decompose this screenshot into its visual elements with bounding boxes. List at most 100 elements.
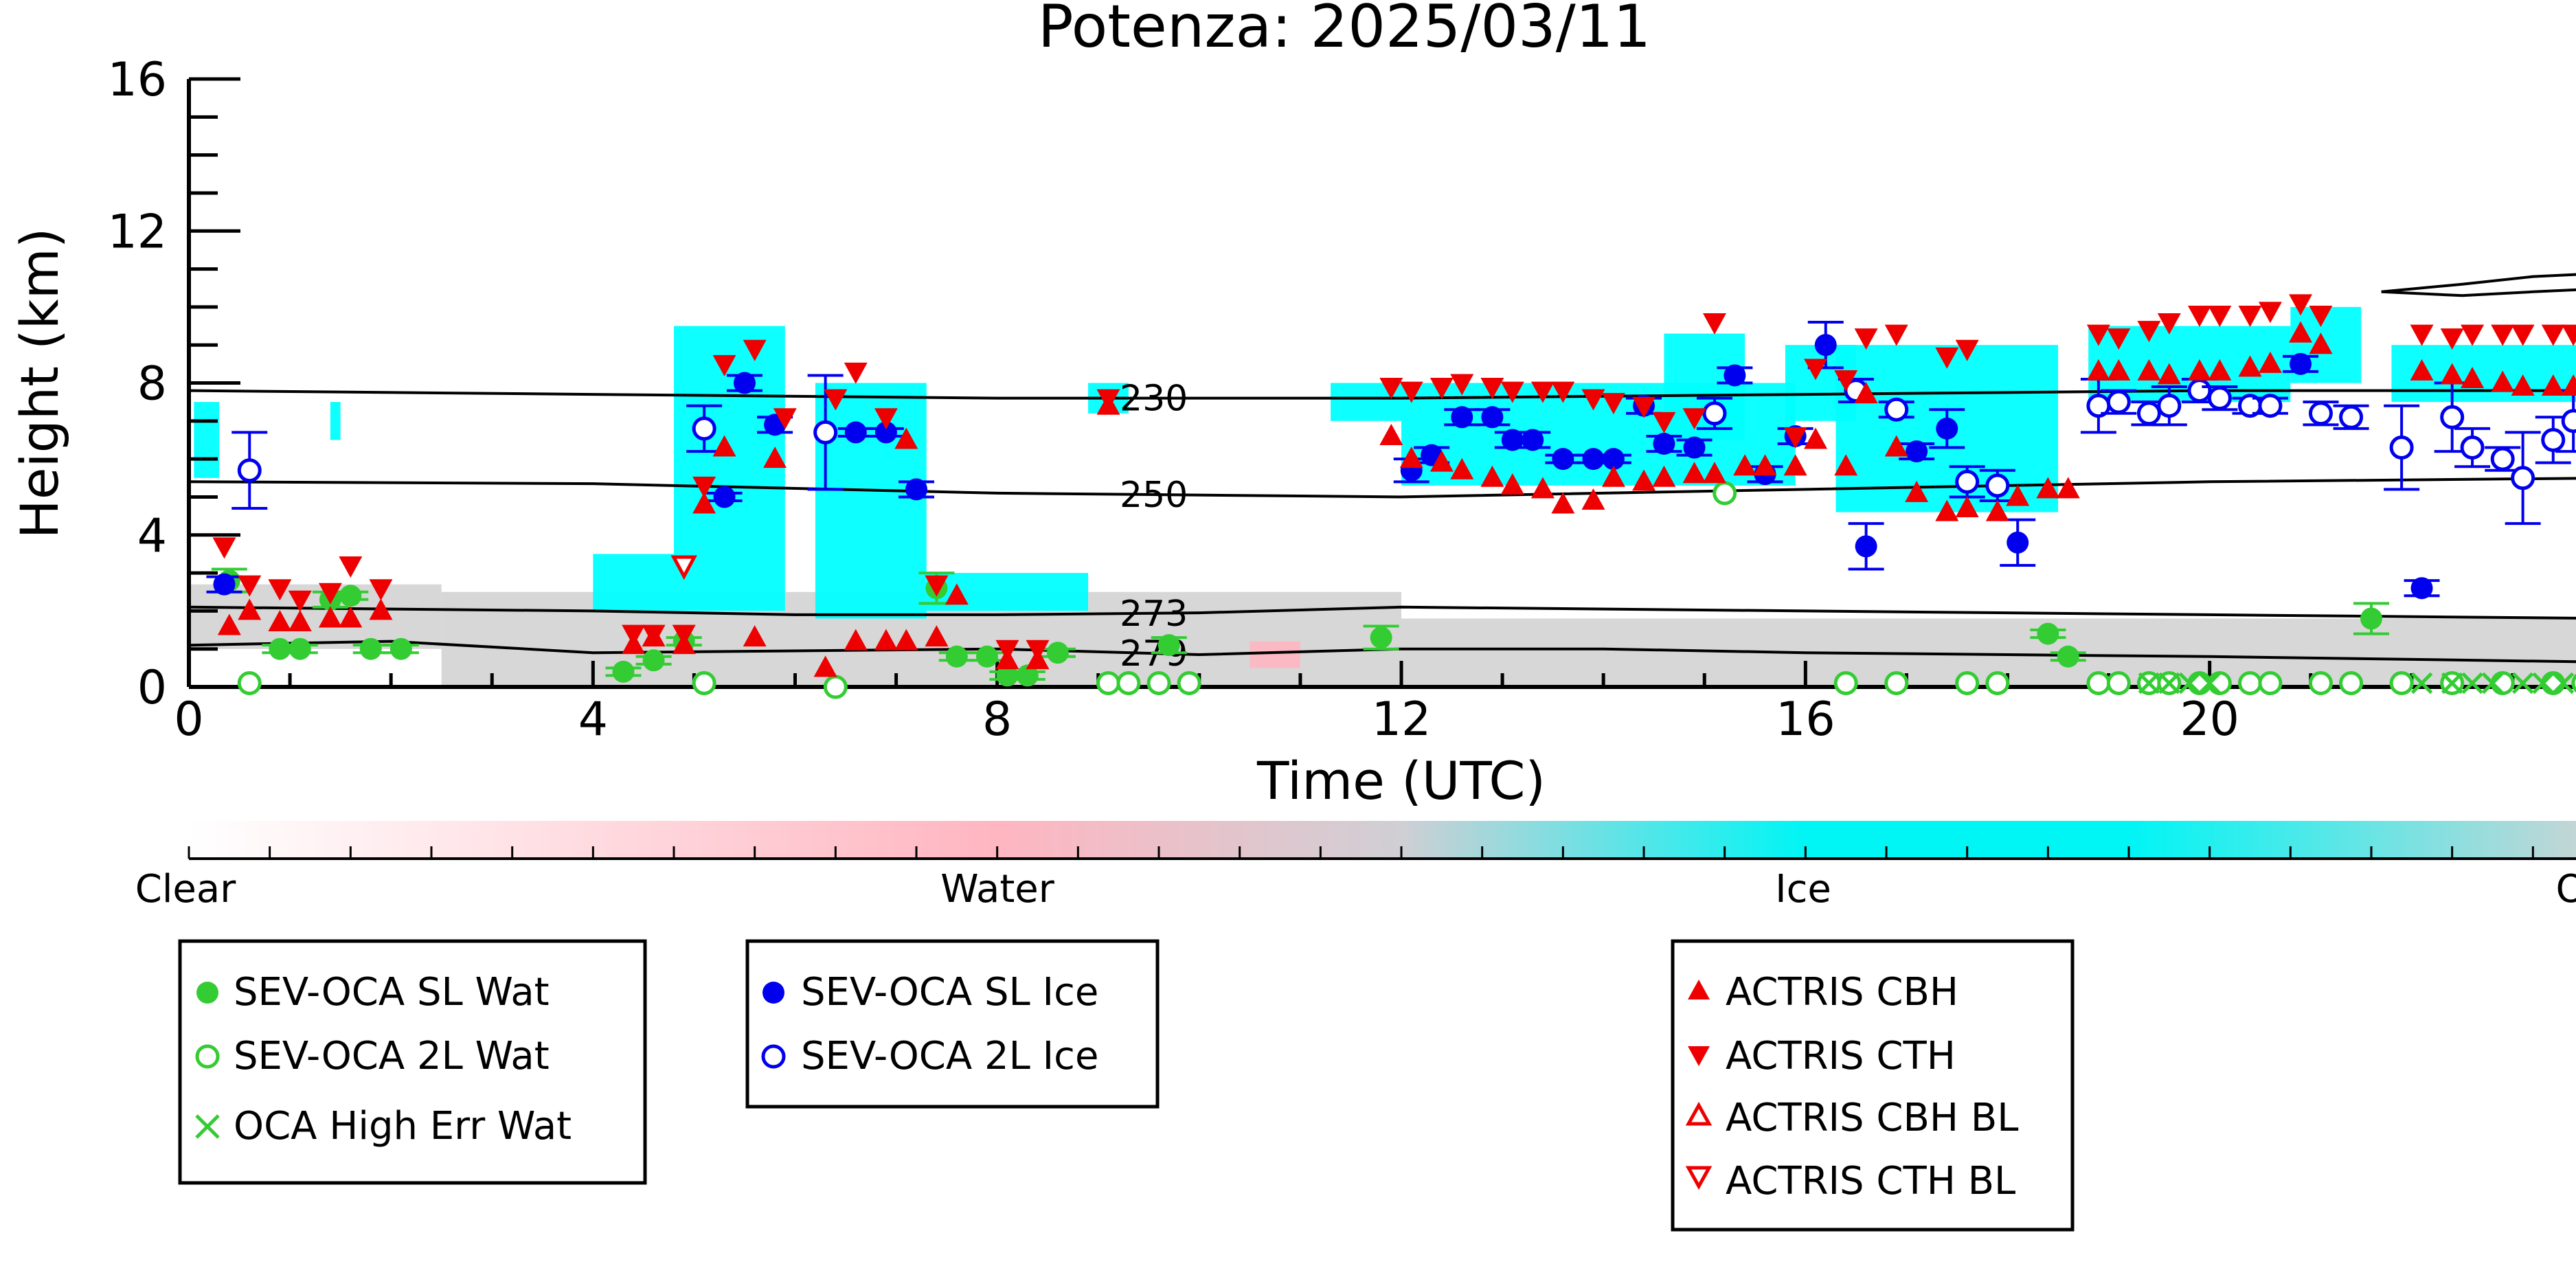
point-actris-cth [1551,381,1575,403]
point-actris-cbh [1480,465,1504,487]
legend-ice-frame [745,939,1160,1109]
point-sev-oca-sl-ice [1906,440,1928,463]
point-actris-cbh [2187,359,2211,381]
legend-marker-cbh-bl [1685,1101,1713,1126]
point-actris-cth [1935,347,1959,369]
legend-item-cth: ACTRIS CTH [1688,1034,1956,1078]
point-actris-cth [773,408,797,430]
point-actris-cbh [1854,382,1878,404]
point-actris-cbh [1601,465,1625,487]
point-actris-cbh [1399,447,1423,468]
point-actris-cbh [2006,484,2030,506]
isotherm-line [2381,288,2576,297]
point-actris-cth [339,556,363,578]
point-sev-oca-sl-ice [844,421,867,444]
point-sev-oca-sl-ice [1683,436,1706,459]
x-tick-label: 8 [982,692,1012,747]
legend-marker-sl-ice [762,982,784,1004]
point-sev-oca-sl-ice [2007,531,2029,554]
legend-marker-cbh [1688,980,1710,999]
point-sev-oca-sl-wat [945,645,968,668]
point-actris-cth [2289,294,2313,316]
point-actris-cth [1480,378,1504,400]
x-tick-label: 0 [174,692,203,747]
point-actris-cth [712,354,736,376]
point-sev-oca-2l-wat [2339,670,2364,695]
data-markers [206,294,2576,699]
colorbar-label-ice: Ice [1775,867,1831,912]
point-sev-oca-sl-ice [1724,364,1746,387]
point-sev-oca-2l-wat [2308,670,2333,695]
point-sev-oca-2l-wat [1833,670,1858,695]
point-actris-cth [874,408,898,430]
cloud-classification-mask [189,306,2576,687]
point-sev-oca-2l-ice [2106,389,2131,414]
legend-marker-cth-bl [1685,1166,1713,1190]
point-actris-cbh [1955,496,1979,518]
point-actris-cth [1430,378,1454,400]
point-actris-cth [1682,408,1706,430]
isotherm-line [188,605,2576,620]
point-actris-cbh [2491,370,2515,392]
point-sev-oca-sl-wat [339,585,362,607]
point-sev-oca-2l-ice [237,458,262,483]
point-sev-oca-2l-ice [1702,401,1727,426]
point-sev-oca-sl-wat [1046,642,1069,664]
point-sev-oca-2l-ice [813,420,838,444]
point-actris-cbh [894,427,918,449]
y-tick-label: 12 [107,205,167,259]
point-actris-cbh [2511,374,2535,396]
y-ticks: 0 4 8 12 16 [107,53,240,715]
point-actris-cbh [1430,450,1454,472]
point-actris-cbh [1632,469,1656,491]
point-sev-oca-2l-wat [2571,673,2576,693]
point-sev-oca-sl-ice [1501,429,1524,451]
point-actris-cth [2157,313,2181,335]
legend-item-cbh-bl: ACTRIS CBH BL [1685,1096,2018,1140]
mask-region-ice [815,383,927,619]
point-sev-oca-2l-wat [1096,670,1120,695]
point-actris-cbh [743,625,767,647]
point-actris-cth [1884,324,1908,346]
point-sev-oca-2l-ice [1985,473,2010,498]
point-actris-cbh [1905,480,1929,502]
colorbar-gradient [189,821,2576,859]
point-actris-cbh [2056,477,2080,499]
point-actris-cbh [2258,351,2282,373]
legend-item-2l-ice: SEV-OCA 2L Ice [761,1034,1098,1078]
colorbar-label-water: Water [940,867,1055,912]
colorbar: Clear Water Ice Other [135,821,2576,912]
point-sev-oca-sl-ice [1522,429,1544,451]
mask-region-ice [674,326,785,611]
point-sev-oca-sl-ice [213,573,236,596]
legend-label-cbh: ACTRIS CBH [1726,970,1958,1015]
isotherm-line [188,477,2576,499]
chart-title: Potenza: 2025/03/11 [1038,0,1651,61]
point-actris-cbh [268,609,292,631]
point-sev-oca-2l-wat [2106,670,2131,695]
point-actris-cth [1652,411,1676,433]
point-actris-cbh [1783,454,1807,476]
legend-item-cbh: ACTRIS CBH [1688,970,1958,1015]
point-sev-oca-2l-wat [823,675,848,699]
point-actris-cbh [2541,374,2565,396]
point-actris-cbh [369,598,393,620]
legend-water: SEV-OCA SL Wat SEV-OCA 2L Wat OCA High E… [178,939,647,1185]
point-actris-cbh [1702,462,1726,484]
point-sev-oca-2l-ice [1955,469,1980,494]
point-sev-oca-2l-wat [1955,670,1980,695]
colorbar-label-clear: Clear [135,867,236,912]
point-sev-oca-sl-ice [1814,334,1837,357]
point-actris-cbh [1379,423,1403,445]
legend-label-cth-bl: ACTRIS CTH BL [1726,1159,2015,1204]
legend-item-sl-wat: SEV-OCA SL Wat [196,970,550,1015]
point-oca-high-err-wat [2441,672,2463,694]
point-actris-cth [1702,313,1726,335]
point-actris-cth [2410,324,2434,346]
legend-item-sl-ice: SEV-OCA SL Ice [762,970,1098,1015]
point-sev-oca-2l-wat [692,670,716,695]
y-tick-label: 0 [137,661,167,715]
point-sev-oca-sl-wat [1016,664,1039,687]
point-sev-oca-sl-ice [1552,448,1574,471]
point-sev-oca-2l-ice [2490,447,2515,471]
